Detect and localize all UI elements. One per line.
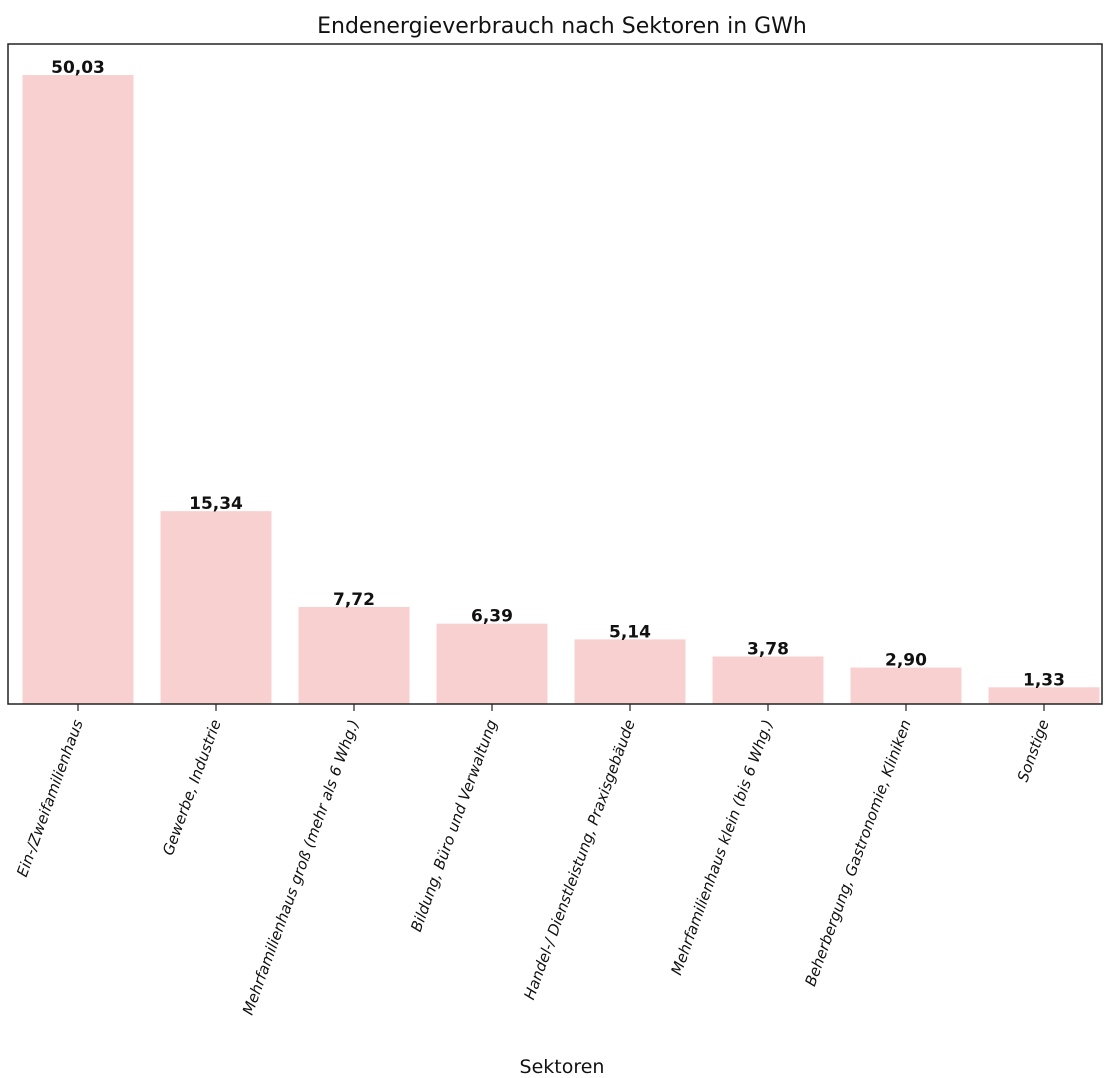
bar [22,75,134,704]
chart-title: Endenergieverbrauch nach Sektoren in GWh [317,14,807,39]
bars-group [22,75,1100,704]
bar [712,656,824,704]
x-tick-label: Mehrfamilienhaus groß (mehr als 6 Whg.) [239,717,363,1017]
x-tick-labels-group: Ein-/Zweifamilienhaus Gewerbe, Industrie M… [13,717,1053,1017]
bar-value-label: 15,34 [189,494,243,514]
bar-value-label: 7,72 [333,590,375,610]
x-tick-label: Handel-/ Dienstleistung, Praxisgebäude [520,717,638,1002]
bar-value-label: 6,39 [471,607,513,627]
x-tick-label: Mehrfamilienhaus klein (bis 6 Whg.) [667,717,776,977]
bar [850,667,962,704]
x-tick-label: Beherbergung, Gastronomie, Kliniken [801,717,914,988]
x-axis-label: Sektoren [520,1056,605,1078]
bar-value-label: 2,90 [885,651,927,671]
bar [160,511,272,704]
x-tick-label: Sonstige [1014,717,1053,784]
bar-value-label: 5,14 [609,622,651,642]
x-tick-label: Gewerbe, Industrie [159,717,225,858]
bar [988,687,1100,704]
value-labels-group: 50,03 15,34 7,72 6,39 5,14 3,78 2,90 1,33 [51,58,1065,690]
plot-frame [7,43,1103,705]
bar [298,606,410,704]
bar [574,639,686,704]
x-tick-label: Ein-/Zweifamilienhaus [13,717,87,879]
bar-value-label: 1,33 [1023,670,1065,690]
x-tick-label: Bildung, Büro und Verwaltung [407,717,501,934]
x-ticks-group [77,704,1045,711]
bar-value-label: 3,78 [747,639,789,659]
bar [436,623,548,704]
bar-value-label: 50,03 [51,58,105,78]
